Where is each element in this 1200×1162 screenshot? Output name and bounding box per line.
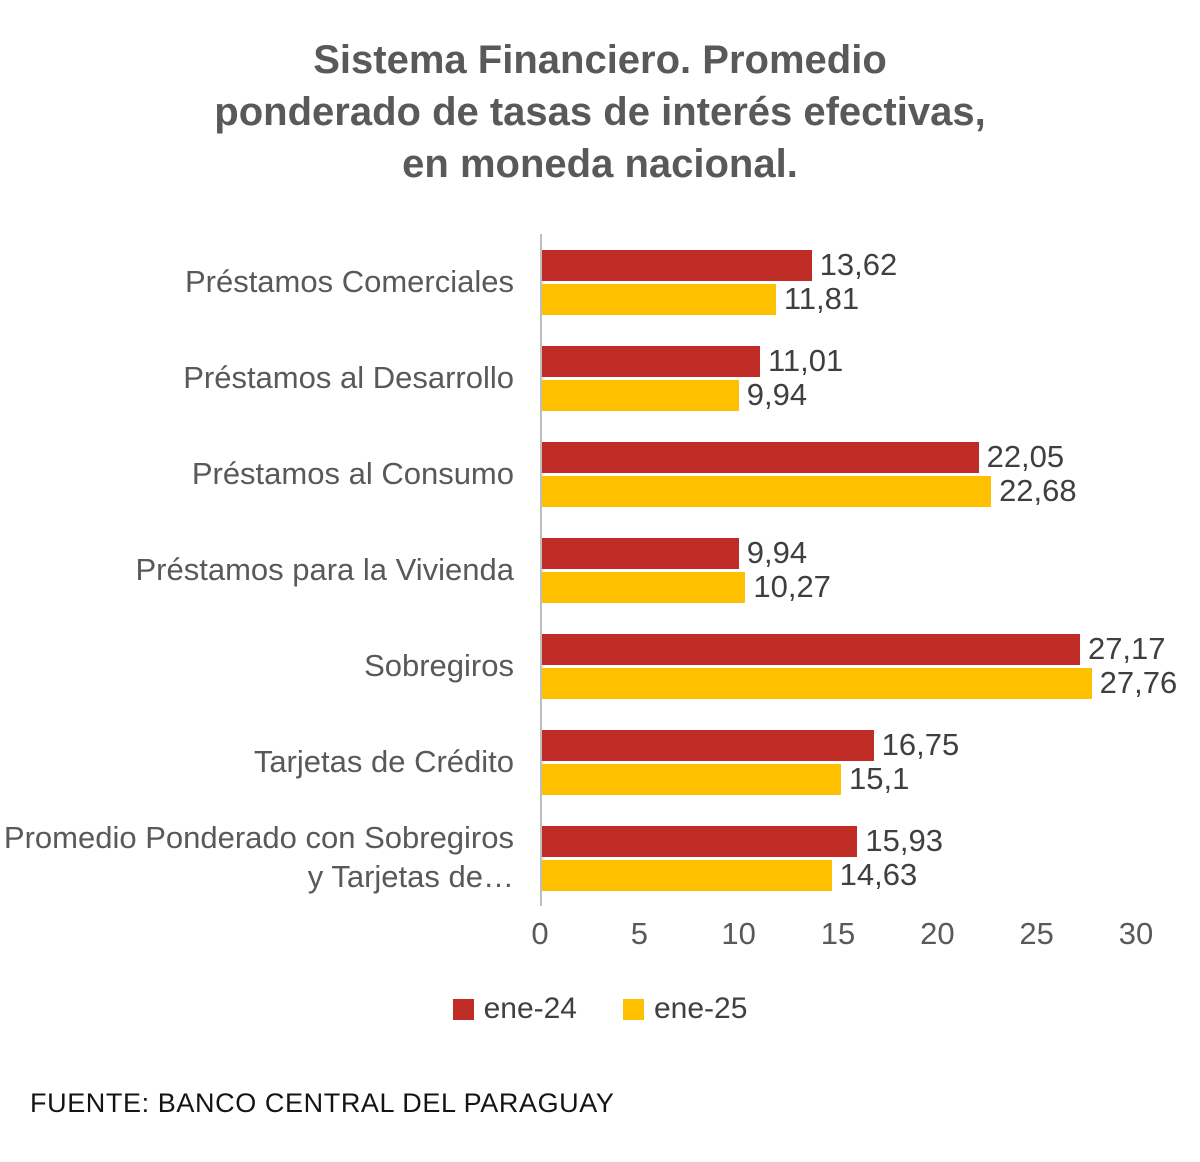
bar-line: 22,05 (542, 439, 1136, 474)
category-label: Préstamos para la Vivienda (135, 551, 514, 587)
x-axis: 0 5 10 15 20 25 30 (531, 906, 1153, 964)
chart-row: Préstamos para la Vivienda 9,94 10,27 (0, 522, 1200, 618)
chart-row: Tarjetas de Crédito 16,75 15,1 (0, 714, 1200, 810)
legend-label: ene-24 (483, 992, 577, 1025)
chart-rows: Préstamos Comerciales 13,62 11,81 Préstamos… (0, 234, 1200, 906)
chart-row: Sobregiros 27,17 27,76 (0, 618, 1200, 714)
bar-group: 16,75 15,1 (540, 714, 1136, 810)
bar-line: 27,76 (542, 665, 1177, 700)
bar-line: 11,81 (542, 281, 1136, 316)
x-tick-label: 5 (630, 916, 648, 951)
bar-line: 9,94 (542, 377, 1136, 412)
bar-group: 9,94 10,27 (540, 522, 1136, 618)
chart-legend: ene-24 ene-25 (0, 992, 1200, 1026)
value-label: 22,05 (986, 439, 1065, 474)
chart-row: Préstamos al Desarrollo 11,01 9,94 (0, 330, 1200, 426)
value-label: 15,1 (848, 761, 910, 796)
value-label: 14,63 (839, 857, 918, 892)
x-tick-label: 20 (920, 916, 955, 951)
ene-24-bar (542, 441, 979, 473)
ene-24-bar (542, 825, 858, 857)
x-tick-label: 25 (1019, 916, 1054, 951)
legend-item-ene-24: ene-24 (452, 992, 577, 1026)
bar-group: 15,93 14,63 (540, 810, 1136, 906)
x-tick-label: 15 (820, 916, 856, 951)
bar-group: 13,62 11,81 (540, 234, 1136, 330)
title-line: en moneda nacional. (402, 142, 798, 186)
bar-line: 14,63 (542, 857, 1136, 892)
value-label: 13,62 (819, 247, 898, 282)
category-label: Préstamos al Consumo (191, 455, 514, 491)
category-label: Préstamos Comerciales (184, 263, 514, 299)
ene-25-bar (542, 763, 841, 795)
bar-line: 16,75 (542, 727, 1136, 762)
legend-label: ene-25 (654, 992, 748, 1025)
value-label: 16,75 (881, 727, 960, 762)
value-label: 11,81 (783, 281, 860, 316)
value-label: 27,76 (1099, 665, 1178, 700)
value-label: 27,17 (1087, 631, 1166, 666)
value-label: 9,94 (746, 377, 808, 412)
ene-25-bar (542, 571, 746, 603)
x-tick-label: 10 (721, 916, 756, 951)
value-label: 9,94 (746, 535, 808, 570)
ene-24-bar (542, 729, 874, 761)
title-line: ponderado de tasas de interés efectivas, (214, 90, 986, 134)
value-label: 15,93 (865, 823, 943, 858)
chart-row: Préstamos al Consumo 22,05 22,68 (0, 426, 1200, 522)
ene-24-bar (542, 345, 760, 377)
category-label: Tarjetas de Crédito (253, 743, 514, 779)
chart-title: Sistema Financiero. Promedio ponderado d… (0, 0, 1200, 190)
x-tick-label: 30 (1118, 916, 1154, 951)
bar-line: 27,17 (542, 631, 1166, 666)
category-label: Promedio Ponderado con Sobregiros y Tarj… (3, 820, 514, 894)
bar-line: 9,94 (542, 535, 1136, 570)
value-label: 22,68 (999, 473, 1077, 508)
ene-24-bar (542, 537, 739, 569)
ene-25-bar (542, 475, 992, 507)
bar-group: 11,01 9,94 (540, 330, 1136, 426)
bar-line: 15,93 (542, 823, 1136, 858)
ene-24-bar (542, 633, 1080, 665)
legend-item-ene-25: ene-25 (623, 992, 747, 1026)
bar-line: 11,01 (542, 343, 1136, 378)
title-line: Sistema Financiero. Promedio (313, 38, 887, 82)
bar-group: 22,05 22,68 (540, 426, 1136, 522)
ene-24-legend-swatch (452, 998, 474, 1020)
ene-25-bar (542, 283, 776, 315)
value-label: 10,27 (753, 569, 831, 604)
category-label: Préstamos al Desarrollo (183, 359, 514, 395)
ene-25-legend-swatch (623, 998, 644, 1020)
bar-line: 10,27 (542, 569, 1136, 604)
value-label: 11,01 (767, 343, 844, 378)
bar-line: 15,1 (542, 761, 1136, 796)
x-tick-label: 0 (531, 916, 549, 951)
source-note: FUENTE: BANCO CENTRAL DEL PARAGUAY (30, 1088, 615, 1118)
ene-25-bar (542, 667, 1092, 699)
bar-line: 22,68 (542, 473, 1136, 508)
chart-row: Promedio Ponderado con Sobregiros y Tarj… (0, 810, 1200, 906)
ene-25-bar (542, 859, 832, 891)
bar-group: 27,17 27,76 (540, 618, 1177, 714)
bar-line: 13,62 (542, 247, 1136, 282)
chart-row: Préstamos Comerciales 13,62 11,81 (0, 234, 1200, 330)
ene-24-bar (542, 249, 812, 281)
category-label: Sobregiros (364, 647, 514, 683)
ene-25-bar (542, 379, 739, 411)
